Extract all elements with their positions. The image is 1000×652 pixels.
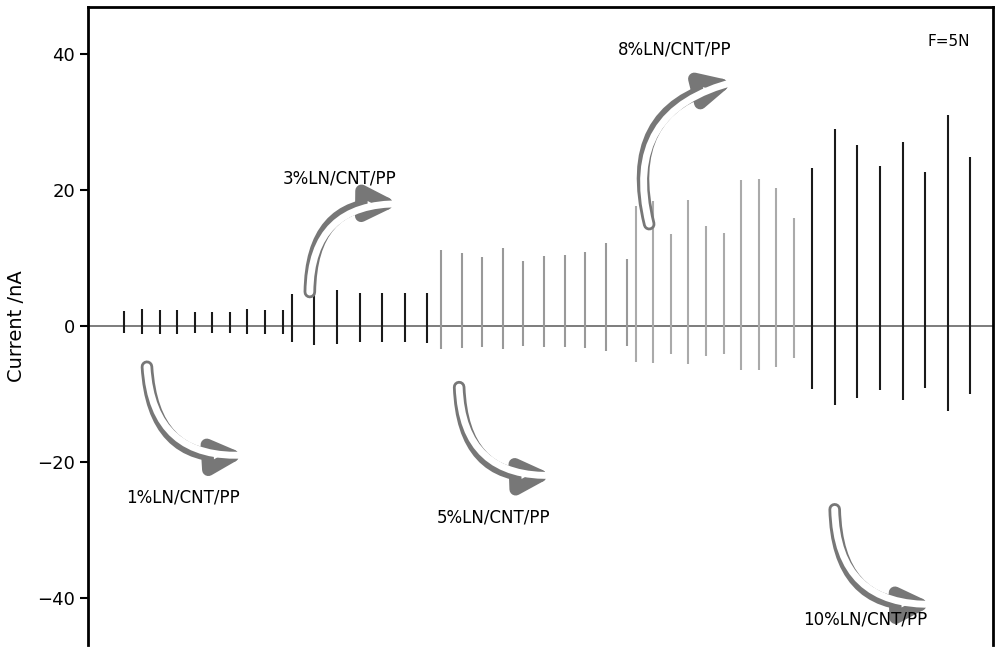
Text: 3%LN/CNT/PP: 3%LN/CNT/PP [283, 170, 396, 187]
Text: 10%LN/CNT/PP: 10%LN/CNT/PP [803, 611, 927, 629]
Y-axis label: Current /nA: Current /nA [7, 270, 26, 382]
Text: 1%LN/CNT/PP: 1%LN/CNT/PP [126, 488, 240, 507]
Text: F=5N: F=5N [928, 34, 970, 49]
Text: 5%LN/CNT/PP: 5%LN/CNT/PP [437, 509, 550, 527]
Text: 8%LN/CNT/PP: 8%LN/CNT/PP [618, 40, 731, 59]
